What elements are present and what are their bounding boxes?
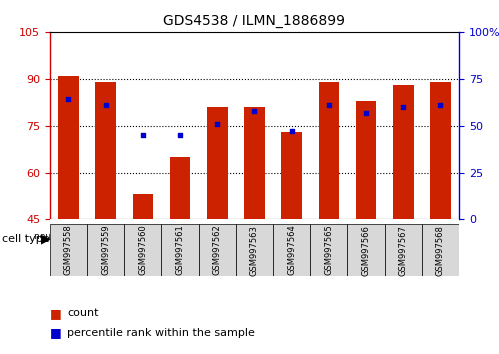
- Bar: [244, 107, 264, 219]
- Bar: [356, 101, 376, 219]
- FancyBboxPatch shape: [50, 224, 87, 276]
- Bar: [319, 82, 339, 219]
- Text: oligodendrocytes: oligodendrocytes: [104, 232, 182, 241]
- Bar: [95, 82, 116, 219]
- FancyBboxPatch shape: [124, 224, 162, 276]
- FancyBboxPatch shape: [422, 224, 459, 276]
- FancyBboxPatch shape: [162, 224, 199, 276]
- FancyBboxPatch shape: [310, 221, 459, 253]
- Text: GSM997566: GSM997566: [362, 225, 371, 275]
- Text: percentile rank within the sample: percentile rank within the sample: [67, 328, 255, 338]
- Text: GSM997564: GSM997564: [287, 225, 296, 275]
- Text: GSM997565: GSM997565: [324, 225, 333, 275]
- Point: [325, 102, 333, 108]
- Point: [250, 108, 258, 114]
- Text: ▶: ▶: [41, 233, 50, 245]
- Bar: [58, 76, 79, 219]
- Text: cell type: cell type: [2, 234, 50, 244]
- Text: astrocytes: astrocytes: [231, 232, 278, 241]
- Bar: [393, 85, 414, 219]
- Point: [213, 121, 221, 127]
- Point: [437, 102, 445, 108]
- Text: count: count: [67, 308, 99, 318]
- FancyBboxPatch shape: [87, 224, 124, 276]
- FancyBboxPatch shape: [385, 224, 422, 276]
- Text: GSM997568: GSM997568: [436, 225, 445, 275]
- Bar: [430, 82, 451, 219]
- Point: [139, 132, 147, 138]
- Point: [399, 104, 407, 110]
- Text: GSM997558: GSM997558: [64, 225, 73, 275]
- Text: GSM997559: GSM997559: [101, 225, 110, 275]
- Text: ■: ■: [50, 326, 62, 339]
- Point: [288, 129, 296, 134]
- Text: neural rosettes: neural rosettes: [34, 232, 103, 241]
- Title: GDS4538 / ILMN_1886899: GDS4538 / ILMN_1886899: [164, 14, 345, 28]
- Point: [176, 132, 184, 138]
- Bar: [133, 194, 153, 219]
- Bar: [207, 107, 228, 219]
- FancyBboxPatch shape: [236, 224, 273, 276]
- FancyBboxPatch shape: [273, 224, 310, 276]
- Text: GSM997561: GSM997561: [176, 225, 185, 275]
- Point: [102, 102, 110, 108]
- Text: GSM997562: GSM997562: [213, 225, 222, 275]
- FancyBboxPatch shape: [199, 221, 310, 253]
- Text: GSM997560: GSM997560: [138, 225, 147, 275]
- FancyBboxPatch shape: [199, 224, 236, 276]
- Text: neurons CD44- EGFR-: neurons CD44- EGFR-: [336, 232, 433, 241]
- Bar: [281, 132, 302, 219]
- FancyBboxPatch shape: [50, 221, 87, 253]
- FancyBboxPatch shape: [347, 224, 385, 276]
- Bar: [170, 157, 190, 219]
- Point: [64, 97, 72, 102]
- Text: ■: ■: [50, 307, 62, 320]
- Text: GSM997563: GSM997563: [250, 225, 259, 275]
- Point: [362, 110, 370, 115]
- Text: GSM997567: GSM997567: [399, 225, 408, 275]
- FancyBboxPatch shape: [310, 224, 347, 276]
- FancyBboxPatch shape: [87, 221, 199, 253]
